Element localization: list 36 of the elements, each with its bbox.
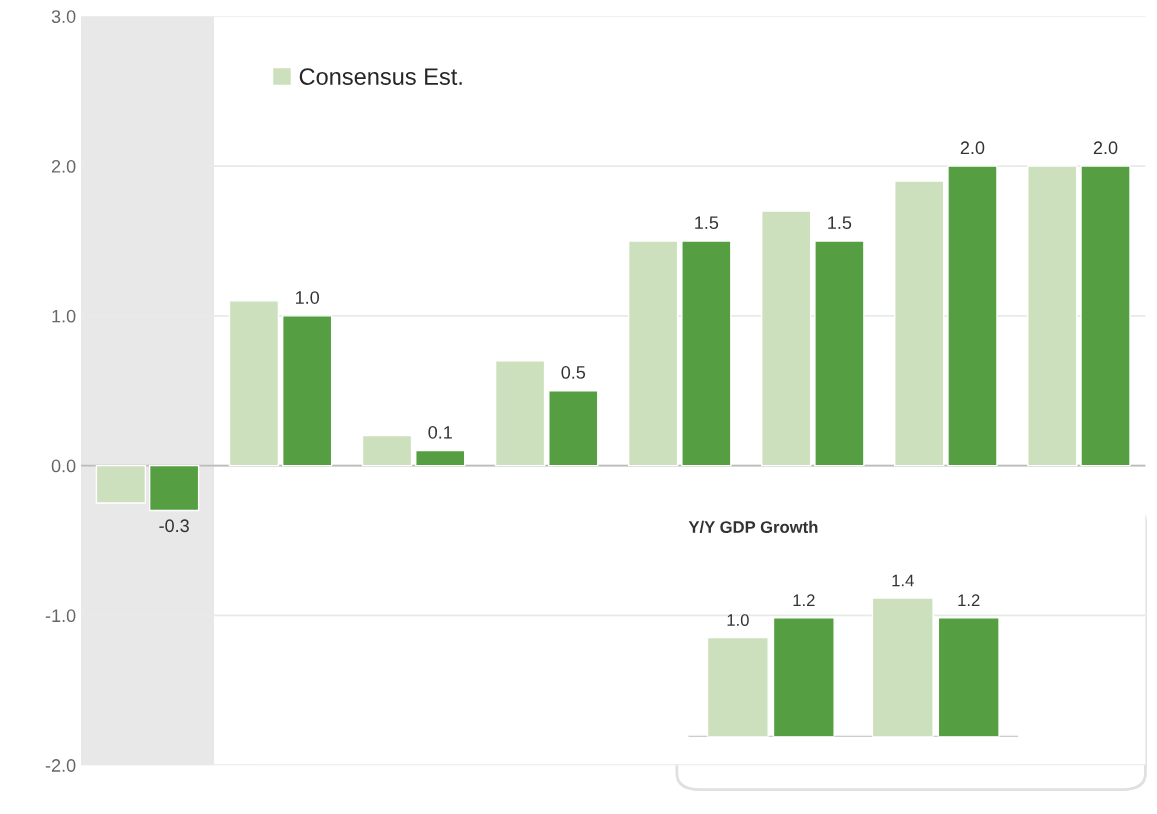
bar (95, 464, 147, 504)
bar (548, 390, 599, 467)
data-label: 1.0 (296, 291, 320, 304)
bar (894, 180, 945, 467)
bar (282, 315, 333, 467)
bar (947, 165, 998, 467)
data-label: 1.2 (793, 594, 815, 607)
y-tick-label: 0.0 (51, 459, 76, 473)
data-label: 1.2 (958, 594, 980, 607)
bar (681, 240, 732, 467)
y-tick-label: -1.0 (45, 609, 76, 623)
y-tick-label: 3.0 (51, 10, 76, 23)
bar (494, 360, 546, 467)
data-label: -0.3 (159, 519, 189, 533)
bar (228, 300, 280, 467)
data-label: 0.1 (428, 425, 452, 439)
chart-title: Y/Y GDP Growth (688, 520, 818, 534)
bar (814, 240, 865, 467)
y-tick-label: -2.0 (45, 759, 76, 772)
data-label: 2.0 (960, 141, 985, 155)
legend-label: Consensus Est. (299, 68, 462, 85)
y-tick-label: 2.0 (51, 159, 76, 173)
data-label: 1.5 (695, 216, 719, 230)
data-label: 1.4 (892, 574, 914, 587)
bar (415, 449, 466, 467)
bar (148, 464, 200, 512)
data-label: 0.5 (561, 366, 586, 379)
y-tick-label: 1.0 (52, 309, 76, 323)
bar (627, 240, 679, 467)
data-label: 1.0 (727, 614, 749, 626)
data-label: 2.0 (1093, 141, 1118, 155)
bar (361, 434, 413, 467)
bar (761, 210, 812, 467)
data-label: 1.5 (828, 216, 852, 230)
bar (1080, 165, 1131, 467)
bar (1027, 165, 1078, 467)
